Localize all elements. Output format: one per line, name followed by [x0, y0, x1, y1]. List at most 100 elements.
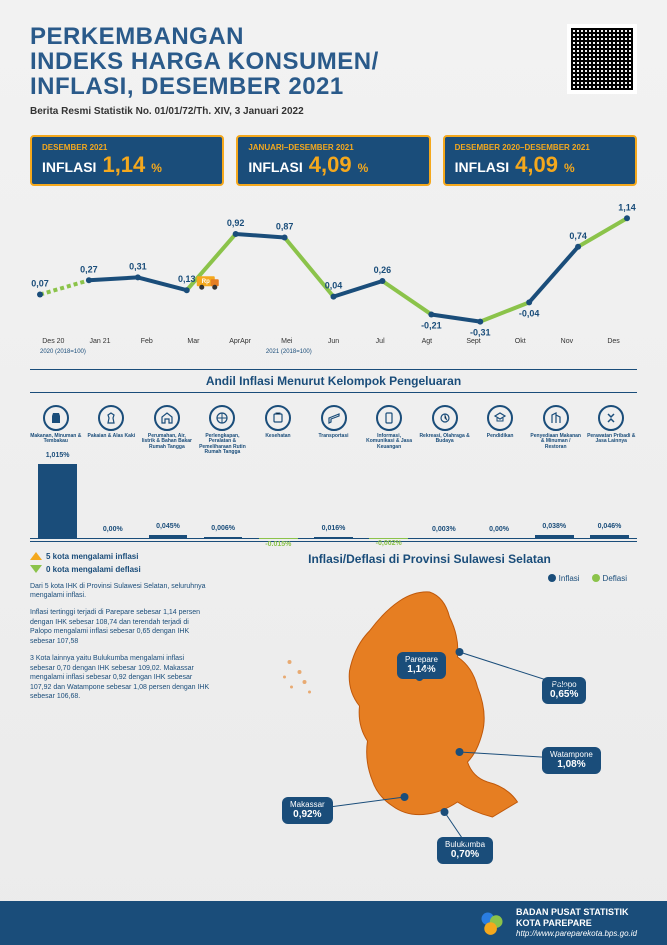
city-label: Palopo0,65% [542, 677, 586, 705]
footer-text: BADAN PUSAT STATISTIK KOTA PAREPARE http… [516, 907, 637, 938]
month-label: Jul [357, 338, 404, 345]
category-label: Kesehatan [265, 434, 290, 440]
category-label: Perlengkapan, Peralatan & Pemeliharaan R… [197, 434, 249, 456]
category-icon [321, 405, 347, 431]
stat-label: INFLASI [455, 159, 509, 175]
category-icon [154, 405, 180, 431]
category-bar: 1,015% [30, 462, 85, 541]
category-bar-value: 0,038% [542, 523, 566, 530]
map-left-panel: 5 kota mengalami inflasi 0 kota mengalam… [30, 552, 210, 862]
line-chart-xlabels: Des 20Jan 21FebMarAprAprMeiJunJulAgtSept… [0, 338, 667, 345]
category-bar-value: -0,002% [376, 540, 402, 547]
category-item: Transportasi [308, 405, 360, 456]
svg-text:Rp: Rp [202, 279, 210, 285]
category-bar-value: -0.015% [265, 541, 291, 548]
category-bar-rect [480, 538, 519, 539]
stat-box-1: JANUARI–DESEMBER 2021 INFLASI 4,09 % [236, 135, 430, 186]
svg-text:0,27: 0,27 [80, 264, 98, 274]
category-item: Pendidikan [474, 405, 526, 456]
stat-pct: % [358, 161, 369, 175]
month-label: Okt [497, 338, 544, 345]
category-label: Perumahan, Air, listrik & Bahan Bakar Ru… [141, 434, 193, 451]
category-item: Pakaian & Alas Kaki [86, 405, 138, 456]
category-icon [376, 405, 402, 431]
stat-value: 4,09 [515, 152, 558, 178]
category-icon [98, 405, 124, 431]
category-bar-value: 0,006% [211, 525, 235, 532]
category-label: Rekreasi, Olahraga & Budaya [419, 434, 471, 445]
category-label: Pendidikan [487, 434, 514, 440]
stat-label: INFLASI [248, 159, 302, 175]
category-bar: 0,00% [472, 462, 527, 541]
svg-text:-0,31: -0,31 [470, 327, 491, 337]
svg-text:-0,21: -0,21 [421, 320, 442, 330]
category-bar: -0,002% [361, 462, 416, 541]
svg-text:0,04: 0,04 [325, 280, 343, 290]
category-bar: 0,00% [85, 462, 140, 541]
category-icons-row: Makanan, Minuman & Tembakau Pakaian & Al… [0, 399, 667, 456]
category-bar-rect [535, 535, 574, 538]
stat-box-2: DESEMBER 2020–DESEMBER 2021 INFLASI 4,09… [443, 135, 637, 186]
category-label: Pakaian & Alas Kaki [88, 434, 136, 440]
category-bar-value: 0,045% [156, 523, 180, 530]
line-chart-svg: 0,070,270,310,130,920,870,040,26-0,21-0,… [30, 198, 637, 338]
month-label: Sept [450, 338, 497, 345]
category-icon [265, 405, 291, 431]
map-svg-container: Parepare1,14% Palopo0,65% Watampone1,08% Ma… [222, 582, 637, 862]
category-label: Transportasi [319, 434, 349, 440]
qr-code [567, 24, 637, 94]
category-bar-value: 0,00% [489, 526, 509, 533]
legend-deflasi: 0 kota mengalami deflasi [30, 565, 210, 574]
stat-value: 4,09 [309, 152, 352, 178]
category-icon [598, 405, 624, 431]
stat-value: 1,14 [102, 152, 145, 178]
triangle-up-icon [30, 552, 42, 560]
category-bar-rect [369, 538, 408, 539]
city-label: Makassar0,92% [282, 797, 333, 825]
category-bar: 0,045% [140, 462, 195, 541]
page-title: PERKEMBANGAN INDEKS HARGA KONSUMEN/ INFL… [30, 24, 637, 100]
month-label: Nov [544, 338, 591, 345]
category-bar-value: 0,046% [598, 523, 622, 530]
map-description: Dari 5 kota IHK di Provinsi Sulawesi Sel… [30, 582, 210, 702]
city-label: Parepare1,14% [397, 652, 446, 680]
category-item: Rekreasi, Olahraga & Budaya [419, 405, 471, 456]
category-item: Informasi, Komunikasi & Jasa Keuangan [363, 405, 415, 456]
category-bar: 0,003% [416, 462, 471, 541]
category-label: Makanan, Minuman & Tembakau [30, 434, 82, 445]
page-subtitle: Berita Resmi Statistik No. 01/01/72/Th. … [30, 106, 637, 117]
category-bar-value: 0,016% [322, 525, 346, 532]
stat-box-0: DESEMBER 2021 INFLASI 1,14 % [30, 135, 224, 186]
category-label: Penyediaan Makanan & Minuman / Restoran [530, 434, 582, 451]
month-label: Des [590, 338, 637, 345]
category-icon [543, 405, 569, 431]
category-bar-rect [590, 535, 629, 538]
stat-pct: % [151, 161, 162, 175]
category-label: Perawatan Pribadi & Jasa Lainnya [585, 434, 637, 445]
category-bar: -0.015% [251, 462, 306, 541]
svg-text:0,74: 0,74 [569, 230, 587, 240]
category-bar: 0,016% [306, 462, 361, 541]
legend-inflasi: 5 kota mengalami inflasi [30, 552, 210, 561]
category-bar: 0,006% [196, 462, 251, 541]
month-label: AprApr [217, 338, 264, 345]
bps-logo-icon [478, 909, 506, 937]
svg-text:0,31: 0,31 [129, 261, 147, 271]
category-item: Makanan, Minuman & Tembakau [30, 405, 82, 456]
stat-label: INFLASI [42, 159, 96, 175]
category-bar-value: 0,00% [103, 526, 123, 533]
map-right-panel: Inflasi/Deflasi di Provinsi Sulawesi Sel… [222, 552, 637, 862]
city-label: Watampone1,08% [542, 747, 601, 775]
page-root: PERKEMBANGAN INDEKS HARGA KONSUMEN/ INFL… [0, 0, 667, 945]
section-title-categories: Andil Inflasi Menurut Kelompok Pengeluar… [30, 369, 637, 393]
svg-text:-0,04: -0,04 [519, 308, 540, 318]
footer: BADAN PUSAT STATISTIK KOTA PAREPARE http… [0, 901, 667, 945]
category-icon [209, 405, 235, 431]
category-bar-rect [204, 537, 243, 538]
stat-period: DESEMBER 2021 [42, 143, 212, 152]
category-bar-rect [38, 464, 77, 538]
triangle-down-icon [30, 565, 42, 573]
category-icon [43, 405, 69, 431]
category-bar-rect [259, 538, 298, 539]
month-label: Mar [170, 338, 217, 345]
